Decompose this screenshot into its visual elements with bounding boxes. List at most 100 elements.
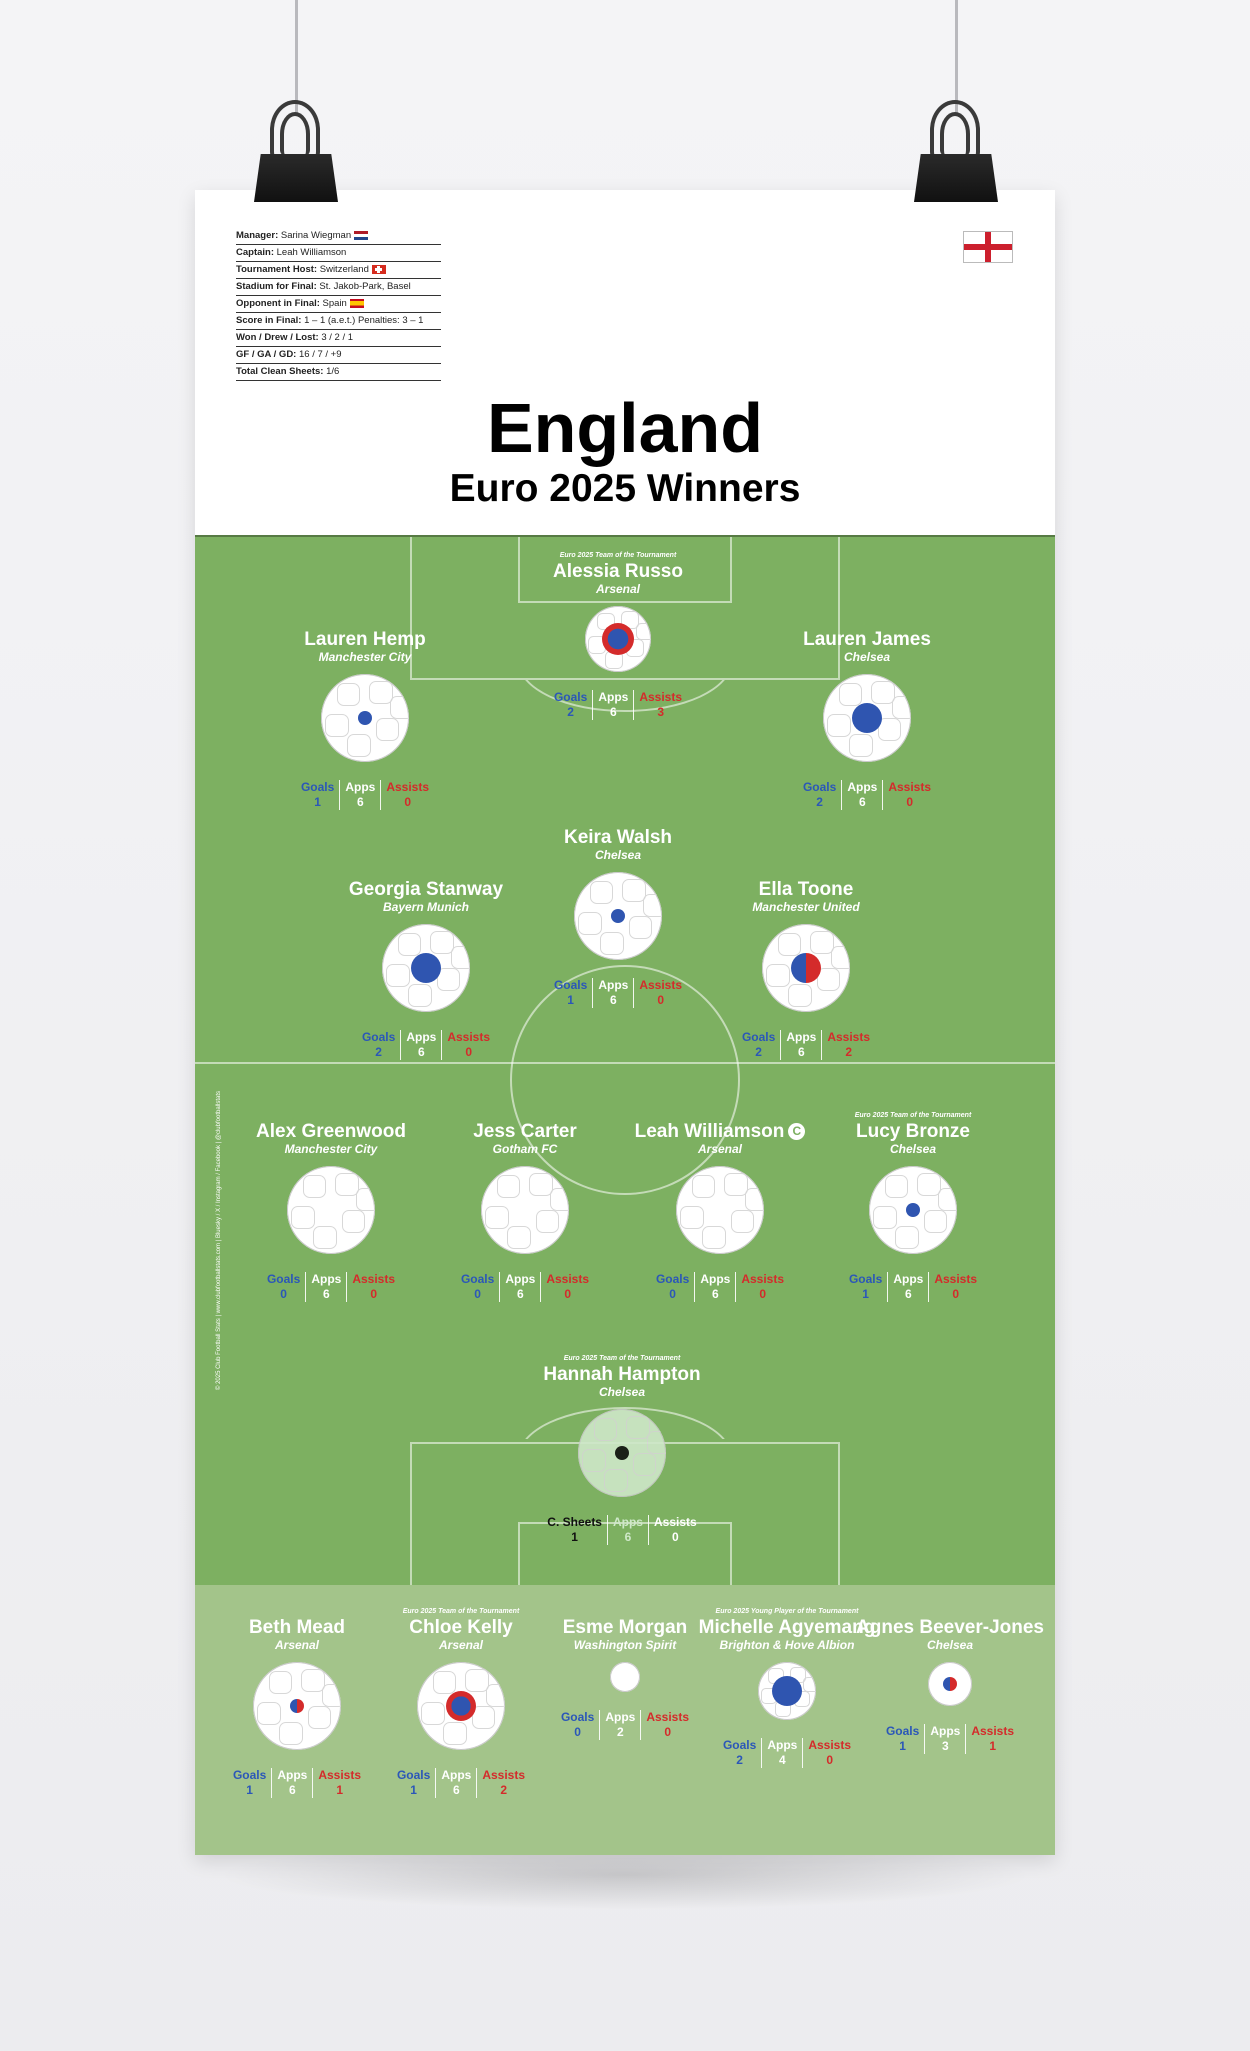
stat-value: 0 [657,993,665,1007]
player-stats: Goals 2 Apps 6 Assists 0 [326,1030,526,1060]
stat-goals: Goals 1 [228,1768,271,1798]
stat-value: 1 [410,1783,417,1797]
goal-contribution-marker [772,1676,802,1706]
stat-label: Assists [546,1272,590,1286]
stat-value: 2 [567,705,574,719]
stat-label: Apps [441,1768,472,1782]
fact-value: St. Jakob-Park, Basel [316,281,411,292]
goal-contribution-marker [943,1677,957,1691]
fact-label: Opponent in Final: [236,298,320,309]
player-club: Manchester United [752,900,860,914]
player-name-text: Michelle Agyemang [698,1617,876,1638]
stat-label: Goals [460,1272,495,1286]
goal-contribution-marker [611,909,625,923]
player-club: Chelsea [926,1638,974,1652]
stat-goals: Goals 2 [718,1738,761,1768]
fact-row: Score in Final: 1 – 1 (a.e.t.) Penalties… [236,313,441,330]
fact-label: Won / Drew / Lost: [236,332,319,343]
stat-goals: Goals 1 [296,780,339,810]
goal-contribution-marker [615,1446,629,1460]
stat-value: 0 [669,1287,676,1301]
penalty-area-top [410,537,840,680]
fact-row: Captain: Leah Williamson [236,245,441,262]
player-card: Euro 2025 Team of the Tournament Alessia … [518,552,718,720]
player-club: Arsenal [595,582,641,596]
fact-row: Tournament Host: Switzerland [236,262,441,279]
fact-row: Won / Drew / Lost: 3 / 2 / 1 [236,330,441,347]
stat-value: 1 [314,795,321,809]
stat-value: 6 [624,1530,632,1544]
fact-value: 1/6 [323,366,340,377]
stat-value: 0 [280,1287,287,1301]
player-club: Manchester City [284,1142,378,1156]
stat-assists: Assists 0 [441,1030,495,1060]
stat-label: Assists [352,1272,396,1286]
player-card: Keira Walsh Chelsea Goals 1 Apps 6 Assists 0 [518,818,718,1008]
player-name-text: Keira Walsh [563,827,673,848]
hanging-wire-left [295,0,298,115]
stat-apps: Apps 6 [694,1272,735,1302]
player-award [425,1112,625,1121]
stat-apps: Apps 6 [271,1768,312,1798]
stat-label: Apps [930,1724,961,1738]
stat-label: Apps [345,780,376,794]
stat-goals: Goals 1 [549,978,592,1008]
stat-label: Goals [848,1272,883,1286]
player-stats: Goals 1 Apps 3 Assists 1 [850,1724,1050,1754]
fact-label: Tournament Host: [236,264,318,275]
stat-assists: Assists 1 [965,1724,1019,1754]
player-name-text: Lauren Hemp [304,629,426,650]
stat-value: 6 [288,1783,296,1797]
football-icon [578,1409,666,1497]
stat-value: 0 [370,1287,378,1301]
football-icon [382,924,470,1012]
player-name: Lauren James [767,629,967,650]
stat-label: Assists [639,690,683,704]
fact-label: Manager: [236,230,279,241]
stat-label: Apps [786,1030,817,1044]
player-card: Leah Williamson C Arsenal Goals 0 Apps 6 Assist… [620,1112,820,1302]
captain-badge-icon: C [788,1123,806,1140]
player-name: Lucy Bronze [813,1121,1013,1142]
stat-label: Goals [300,780,335,794]
stat-label: Apps [277,1768,308,1782]
player-name: Ella Toone [706,879,906,900]
stat-goals: Goals 0 [651,1272,694,1302]
stat-value: 6 [797,1045,805,1059]
hanging-wire-right [955,0,958,115]
player-stats: C. Sheets 1 Apps 6 Assists 0 [522,1515,722,1545]
player-stats: Goals 1 Apps 6 Assists 1 [197,1768,397,1798]
player-name-text: Esme Morgan [562,1617,688,1638]
stat-label: C. Sheets [547,1515,602,1529]
player-name-text: Jess Carter [473,1121,577,1142]
player-card: Alex Greenwood Manchester City Goals 0 Apps 6… [231,1112,431,1302]
football-icon [253,1662,341,1750]
fact-list: Manager: Sarina Wiegman Captain: Leah Wil… [236,228,441,381]
stat-label: Assists [971,1724,1015,1738]
stat-value: 6 [609,705,617,719]
player-card: Beth Mead Arsenal Goals 1 Apps 6 Assists 1 [197,1608,397,1798]
stat-label: Assists [888,780,932,794]
stat-label: Assists [318,1768,362,1782]
player-name: Lauren Hemp [265,629,465,650]
player-name-text: Lauren James [803,629,931,650]
player-name-text: Hannah Hampton [543,1364,701,1385]
goal-area-top [518,537,732,603]
stat-assists: Assists 0 [735,1272,789,1302]
stat-assists: Assists 1 [312,1768,366,1798]
poster: Manager: Sarina Wiegman Captain: Leah Wil… [195,190,1055,1855]
player-name: Jess Carter [425,1121,625,1142]
stat-value: 0 [404,795,412,809]
stat-apps: Apps 6 [305,1272,346,1302]
player-card: Lauren Hemp Manchester City Goals 1 Apps 6 Ass… [265,620,465,810]
player-name: Keira Walsh [518,827,718,848]
poster-title: England [486,389,764,467]
player-club: Chelsea [843,650,891,664]
stat-value: 0 [826,1753,834,1767]
stat-value: 0 [564,1287,572,1301]
player-stats: Goals 0 Apps 6 Assists 0 [231,1272,431,1302]
player-stats: Goals 0 Apps 6 Assists 0 [620,1272,820,1302]
player-stats: Goals 0 Apps 6 Assists 0 [425,1272,625,1302]
stat-assists: Assists 0 [928,1272,982,1302]
football-icon [321,674,409,762]
